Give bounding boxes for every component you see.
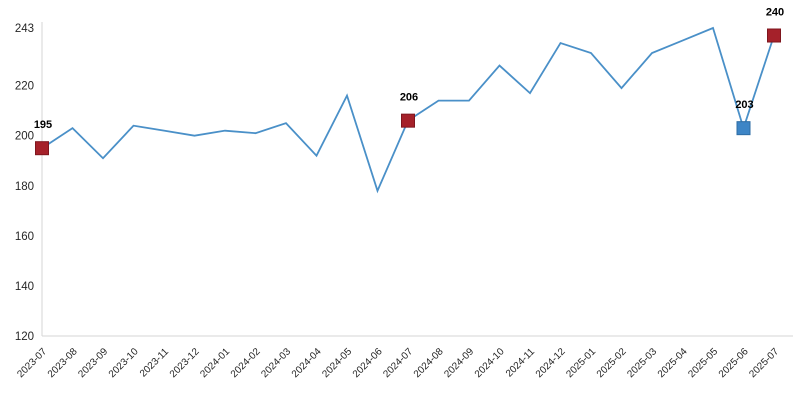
data-label: 203 xyxy=(735,99,753,111)
x-tick-label: 2025-01 xyxy=(564,346,598,380)
data-line xyxy=(41,26,775,194)
x-tick-label: 2025-06 xyxy=(717,346,751,380)
marker-square xyxy=(35,141,49,156)
y-tick-label: 140 xyxy=(15,281,34,293)
x-tick-label: 2024-10 xyxy=(473,346,507,380)
x-tick-label: 2023-10 xyxy=(107,346,141,380)
y-tick-label: 220 xyxy=(15,81,34,93)
marker-square xyxy=(767,28,781,43)
x-tick-label: 2023-12 xyxy=(168,346,202,380)
x-tick-label: 2025-07 xyxy=(747,346,781,380)
x-tick-label: 2025-05 xyxy=(686,346,720,380)
x-tick-label: 2024-02 xyxy=(229,346,263,380)
x-tick-label: 2023-08 xyxy=(46,346,80,380)
x-tick-label: 2024-01 xyxy=(198,346,232,380)
x-tick-label: 2023-09 xyxy=(76,346,110,380)
x-tick-label: 2024-06 xyxy=(351,346,385,380)
x-tick-label: 2024-03 xyxy=(259,346,293,380)
y-tick-label: 160 xyxy=(15,231,34,243)
y-tick-label: 243 xyxy=(15,23,34,35)
x-tick-label: 2025-02 xyxy=(595,346,629,380)
marker-square xyxy=(401,113,415,128)
x-tick-label: 2024-09 xyxy=(442,346,476,380)
x-tick-label: 2023-07 xyxy=(15,346,49,380)
y-tick-label: 120 xyxy=(15,331,34,343)
data-label: 195 xyxy=(34,119,52,131)
x-tick-label: 2025-03 xyxy=(625,346,659,380)
x-tick-label: 2024-08 xyxy=(412,346,446,380)
y-tick-label: 180 xyxy=(15,181,34,193)
x-tick-label: 2023-11 xyxy=(138,346,172,380)
data-label: 240 xyxy=(766,7,784,19)
x-tick-label: 2024-11 xyxy=(504,346,538,380)
x-tick-label: 2024-04 xyxy=(290,346,324,380)
y-tick-label: 200 xyxy=(15,131,34,143)
x-tick-label: 2024-05 xyxy=(320,346,354,380)
x-tick-label: 2024-07 xyxy=(381,346,415,380)
x-tick-label: 2025-04 xyxy=(656,346,690,380)
marker-square xyxy=(736,121,751,136)
x-tick-label: 2024-12 xyxy=(534,346,568,380)
data-label: 206 xyxy=(400,92,418,104)
